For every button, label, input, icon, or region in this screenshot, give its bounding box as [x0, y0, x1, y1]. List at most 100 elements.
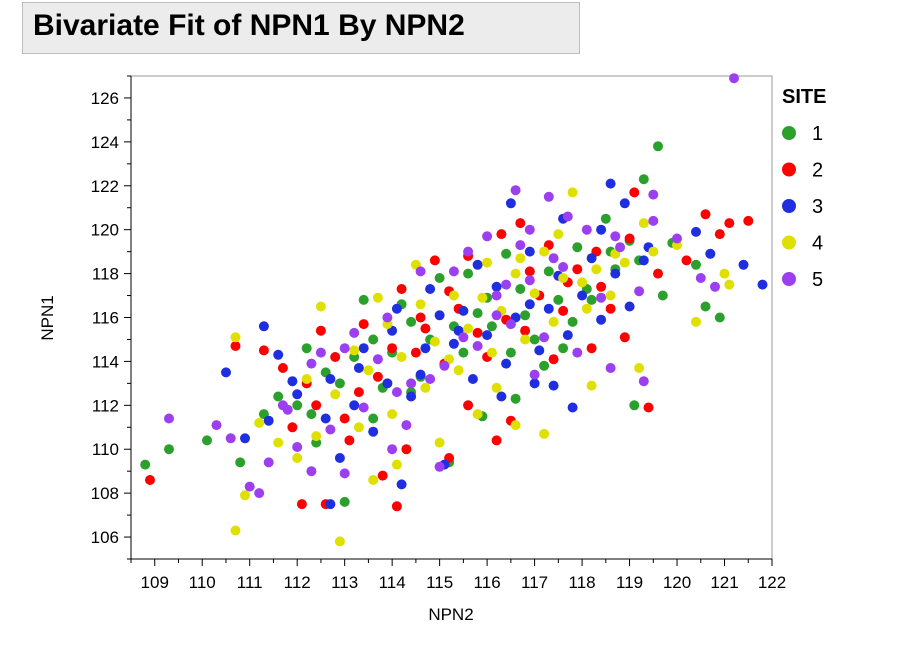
data-point-site-1	[486, 321, 497, 332]
x-tick-label: 109	[141, 573, 169, 592]
data-point-site-1	[539, 360, 550, 371]
data-point-site-4	[520, 334, 531, 345]
data-point-site-5	[439, 360, 450, 371]
data-point-site-2	[296, 499, 307, 510]
data-point-site-1	[543, 266, 554, 277]
data-point-site-5	[482, 231, 493, 242]
legend-label-site-2: 2	[812, 160, 823, 182]
data-point-site-1	[501, 248, 512, 259]
data-point-site-5	[244, 481, 255, 492]
data-point-site-5	[558, 262, 569, 272]
data-point-site-5	[425, 374, 436, 384]
data-point-site-5	[515, 240, 526, 251]
data-point-site-4	[230, 332, 241, 343]
legend-marker-site-2	[782, 162, 796, 177]
data-point-site-4	[634, 363, 645, 373]
data-point-site-1	[202, 435, 212, 446]
data-point-site-3	[691, 226, 701, 237]
data-point-site-1	[235, 457, 246, 468]
data-point-site-3	[406, 391, 417, 402]
data-point-site-5	[505, 319, 516, 330]
data-point-site-2	[396, 284, 407, 294]
data-point-site-3	[596, 224, 607, 235]
data-point-site-4	[491, 382, 502, 393]
data-point-site-5	[615, 242, 626, 253]
legend-label-site-5: 5	[812, 269, 823, 291]
x-tick-label: 122	[758, 573, 786, 592]
data-point-site-4	[391, 459, 402, 470]
report-title-bar: Bivariate Fit of NPN1 By NPN2	[22, 2, 580, 54]
data-point-site-3	[353, 363, 364, 373]
data-point-site-1	[700, 301, 711, 312]
x-tick-label: 111	[237, 573, 263, 592]
data-point-site-2	[387, 343, 398, 354]
data-point-site-3	[534, 345, 545, 356]
data-point-site-2	[515, 218, 526, 229]
data-point-site-2	[724, 218, 735, 229]
data-point-site-1	[657, 290, 668, 301]
data-point-site-3	[501, 358, 512, 369]
data-point-site-3	[738, 259, 749, 270]
data-point-site-5	[581, 224, 592, 235]
data-point-site-4	[448, 290, 459, 301]
legend-title: SITE	[782, 86, 826, 108]
data-point-site-1	[334, 378, 345, 389]
x-tick-label: 119	[616, 573, 643, 592]
data-point-site-1	[301, 343, 312, 354]
data-point-site-3	[562, 330, 573, 341]
data-point-site-4	[434, 437, 445, 448]
data-point-site-4	[724, 279, 735, 290]
data-point-site-1	[586, 294, 597, 305]
plot-frame	[130, 75, 773, 560]
data-point-site-3	[482, 330, 493, 341]
y-tick-label: 120	[91, 221, 119, 240]
data-point-site-1	[653, 141, 663, 152]
y-tick-label: 126	[91, 89, 119, 108]
data-point-site-2	[287, 422, 298, 433]
data-point-site-4	[577, 277, 588, 288]
data-point-site-5	[225, 433, 236, 444]
data-point-site-2	[311, 400, 322, 411]
data-point-site-5	[672, 233, 682, 244]
data-point-site-2	[558, 305, 569, 316]
x-tick-label: 120	[663, 573, 691, 592]
data-point-site-2	[586, 343, 597, 354]
data-point-site-3	[415, 369, 426, 380]
data-point-site-4	[638, 218, 649, 229]
data-point-site-2	[330, 352, 341, 362]
data-point-site-4	[472, 409, 483, 420]
data-point-site-2	[520, 325, 531, 336]
legend-label-site-4: 4	[812, 233, 823, 255]
data-point-site-3	[368, 426, 379, 437]
data-point-site-4	[529, 288, 540, 299]
data-point-site-2	[377, 470, 388, 481]
data-point-site-3	[586, 253, 597, 264]
x-tick-label: 117	[521, 573, 548, 592]
data-point-site-4	[353, 422, 364, 433]
data-point-site-2	[230, 341, 241, 351]
data-point-site-4	[453, 365, 464, 376]
data-point-site-3	[240, 433, 250, 444]
data-point-site-5	[164, 413, 174, 424]
data-point-site-2	[372, 371, 383, 382]
data-point-site-5	[434, 461, 445, 472]
data-point-site-3	[543, 303, 554, 314]
data-point-site-3	[273, 349, 284, 360]
y-tick-label: 122	[91, 177, 119, 196]
data-point-site-3	[358, 343, 369, 354]
data-point-site-3	[529, 378, 540, 389]
data-point-site-2	[429, 255, 440, 266]
x-tick-label: 118	[569, 573, 596, 592]
data-point-site-3	[287, 376, 298, 387]
data-point-site-1	[691, 259, 701, 270]
data-point-site-5	[610, 231, 621, 242]
data-point-site-4	[510, 268, 521, 279]
data-point-site-2	[353, 387, 364, 398]
data-point-site-2	[496, 229, 507, 240]
y-tick-label: 106	[91, 528, 119, 547]
legend-marker-site-4	[782, 235, 796, 250]
legend-marker-site-5	[782, 272, 796, 286]
data-point-site-3	[325, 374, 336, 384]
data-point-site-2	[344, 435, 355, 446]
data-point-site-3	[596, 314, 607, 325]
